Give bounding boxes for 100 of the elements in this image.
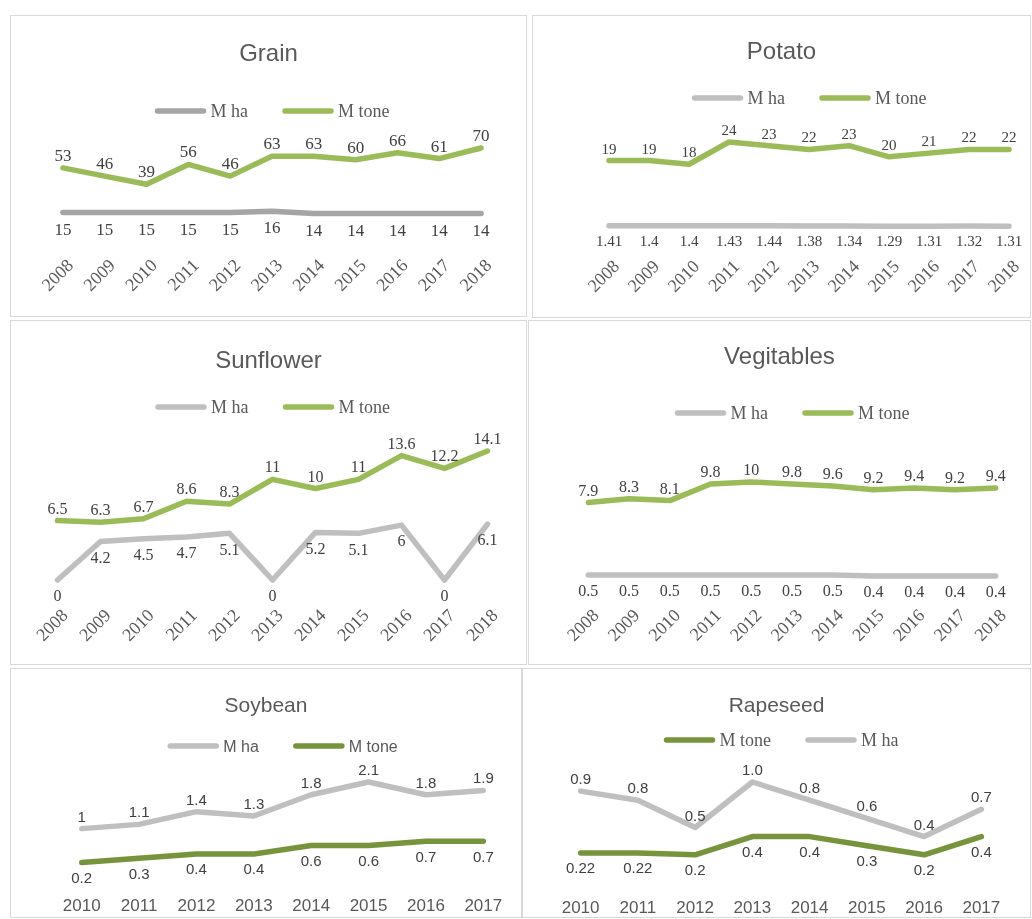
x-tick-label: 2010 <box>62 895 101 915</box>
data-label: 0.22 <box>623 859 653 877</box>
data-label: 10 <box>307 467 324 485</box>
data-label: 9.8 <box>782 462 802 480</box>
data-label: 1.4 <box>639 233 659 250</box>
data-label: 15 <box>179 219 197 239</box>
chart-title: Soybean <box>224 693 308 717</box>
x-tick-label: 2014 <box>790 897 829 917</box>
data-label: 15 <box>54 219 72 239</box>
data-label: 1.31 <box>995 233 1023 250</box>
data-label: 0.8 <box>799 779 821 797</box>
data-label: 1.4 <box>186 790 207 808</box>
data-label: 14 <box>347 220 365 240</box>
data-label: 8.3 <box>219 483 240 501</box>
data-label: 9.6 <box>822 464 843 482</box>
data-label: 0.7 <box>472 847 494 865</box>
data-label: 0.2 <box>684 861 706 879</box>
data-label: 0.3 <box>128 864 150 882</box>
data-label: 2.1 <box>358 761 379 778</box>
data-label: 9.4 <box>904 466 925 484</box>
data-label: 15 <box>138 219 156 239</box>
x-tick-label: 2012 <box>177 895 216 915</box>
x-tick-label: 2015 <box>349 895 388 915</box>
legend-label: M ha <box>211 397 249 418</box>
x-tick-label: 2013 <box>733 897 772 917</box>
data-label: 18 <box>681 144 697 161</box>
data-label: 0.9 <box>570 770 592 788</box>
data-label: 0.4 <box>970 842 992 860</box>
data-label: 70 <box>472 126 490 145</box>
data-label: 0.2 <box>913 861 935 879</box>
data-label: 19 <box>641 140 657 157</box>
data-label: 0 <box>53 587 62 605</box>
data-label: 24 <box>721 122 737 138</box>
x-tick-label: 2011 <box>120 895 158 915</box>
x-tick-label: 2014 <box>292 895 331 915</box>
legend-label: M tone <box>348 737 398 755</box>
legend-label: M tone <box>338 397 391 418</box>
data-label: 1.44 <box>755 232 783 249</box>
data-label: 1 <box>77 807 86 825</box>
data-label: 0 <box>268 587 277 605</box>
data-label: 5.1 <box>348 540 369 558</box>
data-label: 14.1 <box>473 430 502 447</box>
data-label: 21 <box>921 133 937 150</box>
data-label: 15 <box>96 219 114 239</box>
data-label: 63 <box>305 134 323 154</box>
data-label: 9.4 <box>985 466 1006 484</box>
x-tick-label: 2010 <box>561 897 600 917</box>
legend-label: M ha <box>210 101 249 122</box>
data-label: 22 <box>961 129 977 146</box>
data-label: 11 <box>350 458 367 476</box>
data-label: 1.1 <box>128 803 150 821</box>
data-label: 39 <box>138 162 156 182</box>
data-label: 0.5 <box>741 582 762 600</box>
data-label: 0.4 <box>243 860 265 878</box>
data-label: 14 <box>305 220 323 240</box>
x-tick-label: 2017 <box>464 895 503 915</box>
data-label: 1.43 <box>715 232 743 249</box>
data-label: 0.4 <box>799 842 821 860</box>
data-label: 0.6 <box>856 797 878 815</box>
data-label: 6 <box>397 532 406 550</box>
chart-title: Vegitables <box>724 342 835 370</box>
data-label: 20 <box>881 136 897 153</box>
x-tick-label: 2011 <box>161 605 201 645</box>
data-label: 0.4 <box>186 860 207 878</box>
data-label: 1.41 <box>595 233 623 250</box>
data-label: 1.29 <box>875 233 903 250</box>
data-label: 0.2 <box>71 868 93 886</box>
data-label: 16 <box>263 218 281 238</box>
data-label: 0.5 <box>700 582 721 600</box>
data-label: 60 <box>347 137 365 157</box>
data-label: 8.3 <box>619 477 640 495</box>
data-label: 0.6 <box>358 851 379 869</box>
data-label: 22 <box>801 129 817 146</box>
data-label: 7.9 <box>578 481 599 499</box>
legend-label: M tone <box>719 730 772 751</box>
data-label: 11 <box>264 458 281 476</box>
chart-title: Potato <box>746 37 817 65</box>
data-label: 0.4 <box>913 815 935 833</box>
legend-label: M tone <box>338 101 390 122</box>
x-tick-label: 2013 <box>234 895 273 915</box>
legend-label: M ha <box>223 737 259 755</box>
data-label: 1.9 <box>472 769 494 787</box>
data-label: 15 <box>221 219 239 239</box>
data-label: 0.4 <box>863 583 884 601</box>
data-label: 8.6 <box>176 480 197 498</box>
data-label: 1.8 <box>300 773 322 791</box>
legend-label: M ha <box>747 88 786 109</box>
legend-label: M ha <box>730 403 769 424</box>
data-label: 0.7 <box>970 788 992 806</box>
data-label: 61 <box>430 136 448 156</box>
data-label: 14 <box>388 220 407 240</box>
data-label: 12.2 <box>430 447 459 465</box>
data-label: 9.2 <box>944 468 965 486</box>
data-label: 19 <box>601 140 617 157</box>
data-label: 4.2 <box>90 548 111 566</box>
data-label: 22 <box>1001 129 1017 146</box>
data-label: 0.22 <box>566 859 596 877</box>
data-label: 4.7 <box>176 544 197 562</box>
legend-label: M tone <box>875 88 927 109</box>
data-label: 1.34 <box>835 233 863 250</box>
